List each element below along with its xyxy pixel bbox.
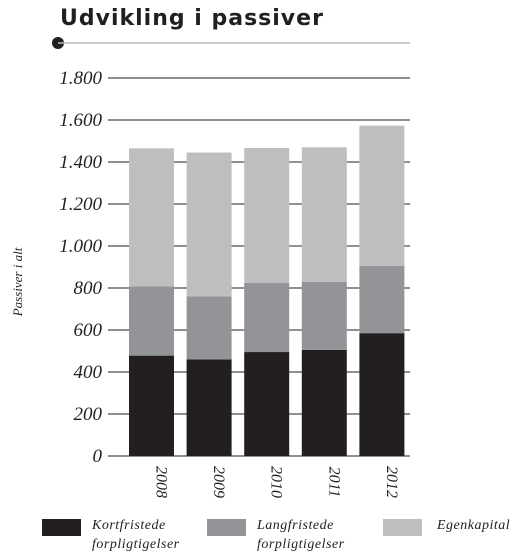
x-tick-label: 2010 — [268, 466, 285, 498]
bars — [129, 125, 405, 456]
y-tick-label: 1.600 — [59, 110, 102, 131]
y-axis-label: Passiver i alt — [10, 247, 25, 317]
x-tick-label: 2012 — [383, 466, 400, 498]
bar-segment — [301, 281, 347, 350]
bar-segment — [129, 148, 174, 287]
bar-segment — [301, 147, 347, 282]
bar-segment — [186, 152, 232, 297]
bar-segment — [244, 147, 290, 283]
y-tick-label: 1.400 — [59, 152, 102, 173]
y-tick-label: 1.000 — [59, 236, 102, 257]
bar-segment — [244, 282, 290, 353]
bar-segment — [186, 296, 232, 360]
bar-segment — [359, 265, 405, 334]
legend: Kortfristede forpligtigelser Langfristed… — [0, 516, 524, 555]
x-tick-label: 2011 — [325, 467, 342, 498]
y-tick-label: 0 — [93, 446, 103, 467]
x-tick-labels: 2008 2009 2010 2011 2012 — [153, 466, 400, 498]
x-tick-label: 2008 — [153, 466, 170, 498]
y-tick-label: 200 — [74, 404, 103, 425]
bar-segment — [244, 352, 290, 456]
y-tick-label: 400 — [74, 362, 103, 383]
bar-segment — [129, 355, 174, 456]
legend-label: Egenkapital — [437, 518, 511, 533]
chart: 0 200 400 600 800 1.000 1.200 1.400 1.600 1.800 2… — [10, 37, 410, 498]
bar-segment — [186, 359, 232, 456]
y-tick-label: 600 — [74, 320, 103, 341]
x-tick-label: 2009 — [210, 466, 227, 498]
legend-swatch — [42, 519, 81, 536]
y-tick-label: 800 — [74, 278, 103, 299]
legend-label: Kortfristede forpligtigelser — [92, 518, 180, 552]
bar-segment — [359, 333, 405, 456]
bar-segment — [301, 349, 347, 456]
bar-segment — [359, 125, 405, 266]
chart-title: Udvikling i passiver — [60, 6, 324, 31]
legend-label: Langfristede forpligtigelser — [257, 518, 345, 552]
y-tick-label: 1.200 — [59, 194, 102, 215]
legend-swatch — [383, 519, 422, 536]
bar-segment — [129, 286, 174, 356]
y-tick-labels: 0 200 400 600 800 1.000 1.200 1.400 1.600 1.800 — [59, 68, 102, 467]
y-tick-label: 1.800 — [59, 68, 102, 89]
legend-swatch — [207, 519, 246, 536]
